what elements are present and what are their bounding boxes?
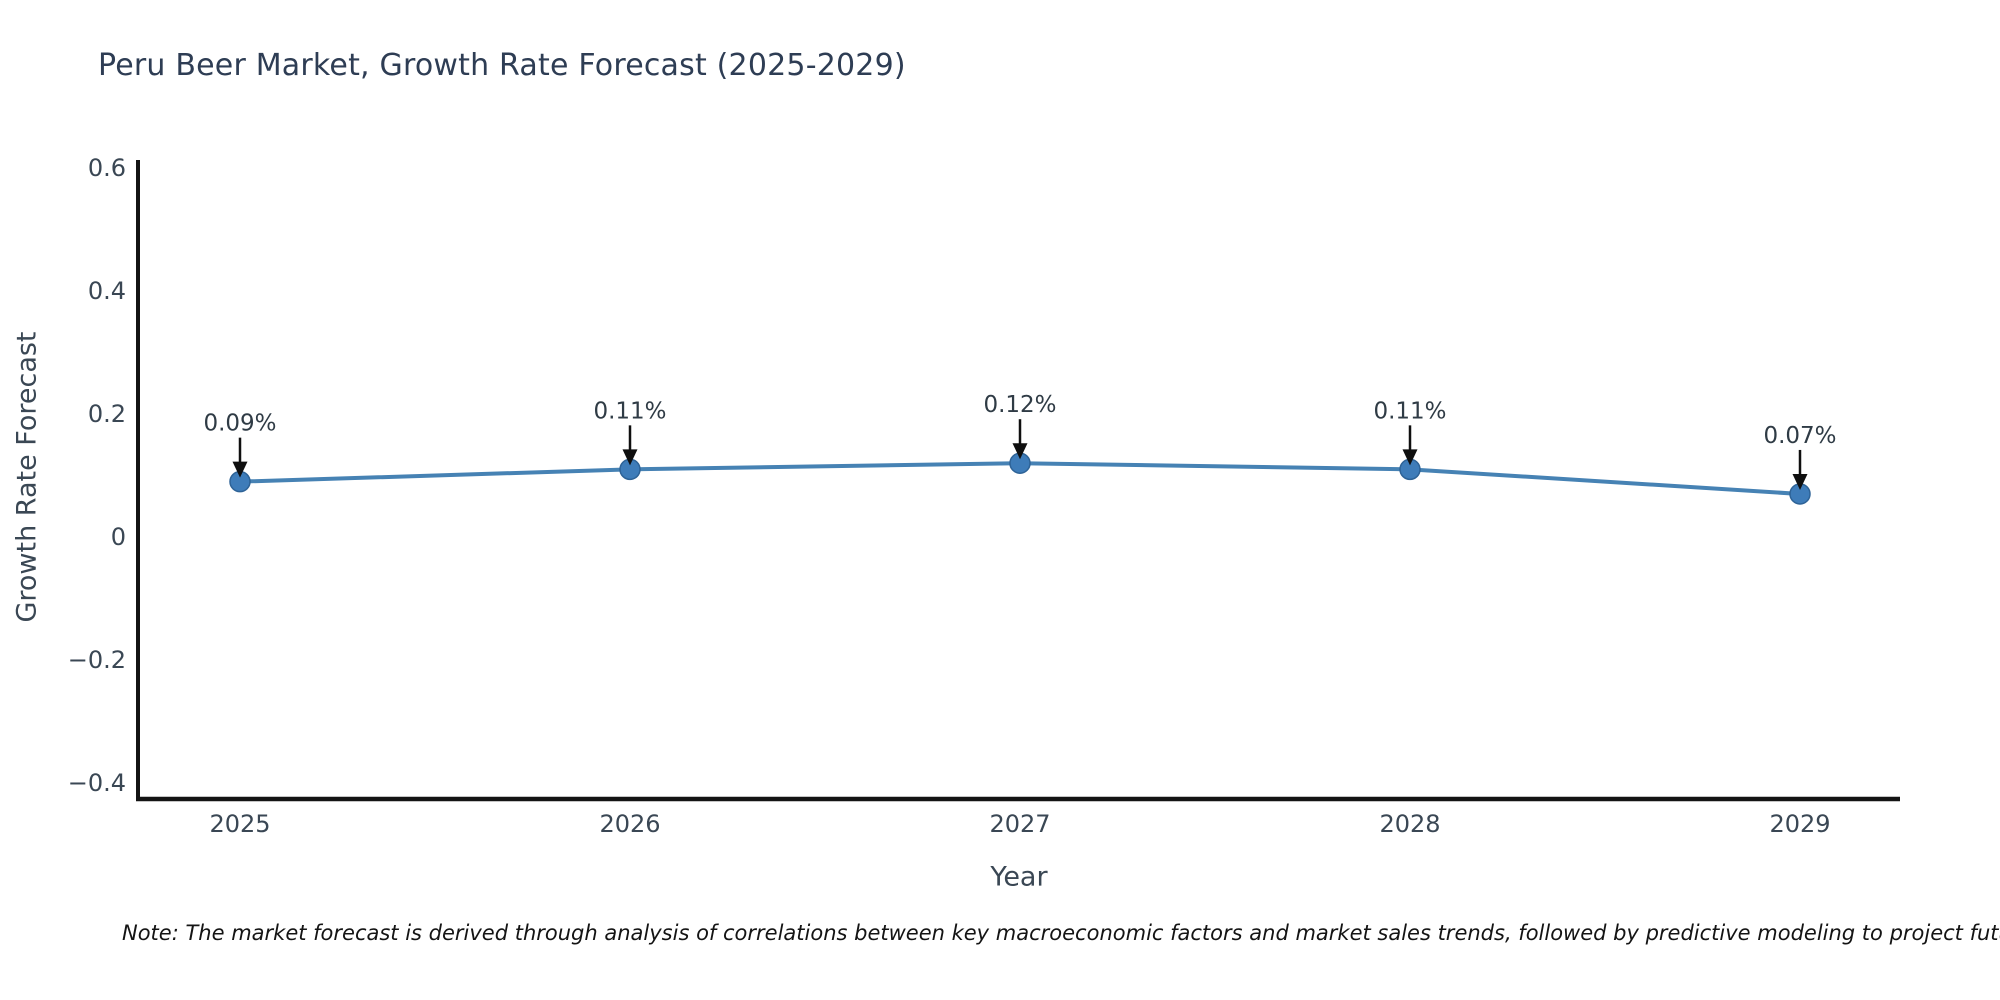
x-tick-label: 2026	[599, 810, 660, 838]
y-tick-label: 0.2	[88, 400, 126, 428]
annotation-arrowhead	[232, 461, 248, 478]
y-tick-label: −0.4	[68, 769, 126, 797]
x-tick-label: 2027	[989, 810, 1050, 838]
x-tick-label: 2025	[209, 810, 270, 838]
annotation-arrowhead	[1402, 449, 1418, 466]
data-point-label: 0.11%	[1373, 398, 1446, 424]
y-tick-label: 0	[111, 523, 126, 551]
x-tick-label: 2029	[1769, 810, 1830, 838]
annotation-arrowhead	[622, 449, 638, 466]
x-tick-label: 2028	[1379, 810, 1440, 838]
chart-title: Peru Beer Market, Growth Rate Forecast (…	[98, 48, 906, 83]
data-point-label: 0.11%	[593, 398, 666, 424]
data-point-label: 0.12%	[983, 392, 1056, 418]
data-point-label: 0.07%	[1763, 423, 1836, 449]
annotation-arrowhead	[1012, 443, 1028, 460]
annotation-arrowhead	[1792, 473, 1808, 490]
x-axis-title: Year	[990, 861, 1048, 893]
y-tick-label: 0.4	[88, 277, 126, 305]
y-tick-label: −0.2	[68, 646, 126, 674]
footnote: Note: The market forecast is derived thr…	[122, 921, 2000, 945]
data-point-label: 0.09%	[203, 411, 276, 437]
y-tick-label: 0.6	[88, 154, 126, 182]
